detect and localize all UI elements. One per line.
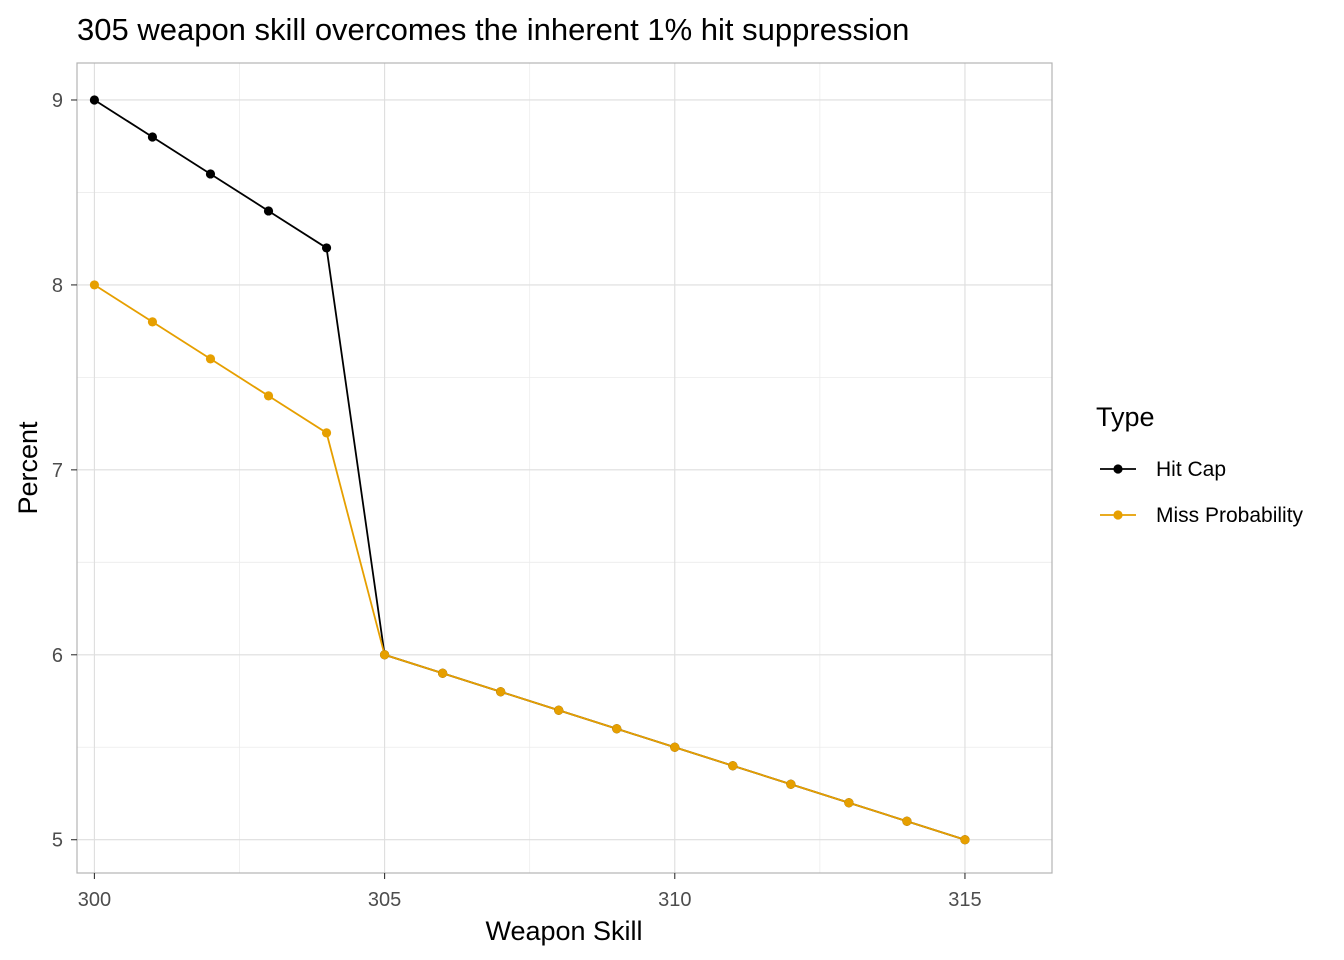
plot-panel xyxy=(76,62,1053,874)
x-axis-ticks: 300 305 310 315 xyxy=(78,873,982,911)
series-point-2 xyxy=(670,742,680,752)
legend-title: Type xyxy=(1096,402,1155,432)
series-point-2 xyxy=(147,317,158,327)
legend-label: Hit Cap xyxy=(1156,458,1226,481)
y-tick-label: 7 xyxy=(52,460,63,482)
series-point-2 xyxy=(902,816,912,826)
legend-items: Hit Cap Miss Probability xyxy=(1100,458,1304,527)
series-point-1 xyxy=(205,169,216,179)
y-tick-label: 5 xyxy=(52,830,63,852)
legend-key-point xyxy=(1113,464,1123,474)
series-point-2 xyxy=(263,391,274,401)
series-point-2 xyxy=(786,779,796,789)
series-point-1 xyxy=(147,132,158,142)
legend-label: Miss Probability xyxy=(1156,504,1304,527)
series-points xyxy=(89,95,970,845)
x-tick-label: 300 xyxy=(78,889,111,911)
series-point-1 xyxy=(321,243,332,253)
series-point-2 xyxy=(960,835,970,845)
series-point-2 xyxy=(438,668,448,678)
series-point-1 xyxy=(263,206,274,216)
panel-border xyxy=(76,62,1053,874)
y-tick-label: 9 xyxy=(52,90,63,112)
y-tick-label: 8 xyxy=(52,275,63,297)
series-point-2 xyxy=(728,761,738,771)
series-point-2 xyxy=(844,798,854,808)
x-tick-label: 305 xyxy=(368,889,401,911)
series-point-1 xyxy=(89,95,100,105)
grid-major xyxy=(77,63,1052,873)
series-point-2 xyxy=(321,428,332,438)
y-tick-label: 6 xyxy=(52,645,63,667)
x-tick-label: 310 xyxy=(658,889,691,911)
series-point-2 xyxy=(496,687,506,697)
legend: Type Hit Cap Miss Probability xyxy=(1096,402,1304,527)
series-point-2 xyxy=(89,280,100,290)
y-axis-title: Percent xyxy=(13,421,43,515)
series-point-2 xyxy=(379,650,390,660)
series-point-2 xyxy=(554,705,564,715)
series-line-2 xyxy=(93,284,966,841)
y-axis-ticks: 5 6 7 8 9 xyxy=(52,90,77,852)
legend-key-point xyxy=(1113,510,1123,520)
chart-title: 305 weapon skill overcomes the inherent … xyxy=(77,12,909,47)
x-axis-title: Weapon Skill xyxy=(485,916,642,946)
grid-minor xyxy=(77,63,1052,873)
series-lines xyxy=(93,99,966,841)
series-point-2 xyxy=(612,724,622,734)
series-point-2 xyxy=(205,354,216,364)
x-tick-label: 315 xyxy=(948,889,981,911)
